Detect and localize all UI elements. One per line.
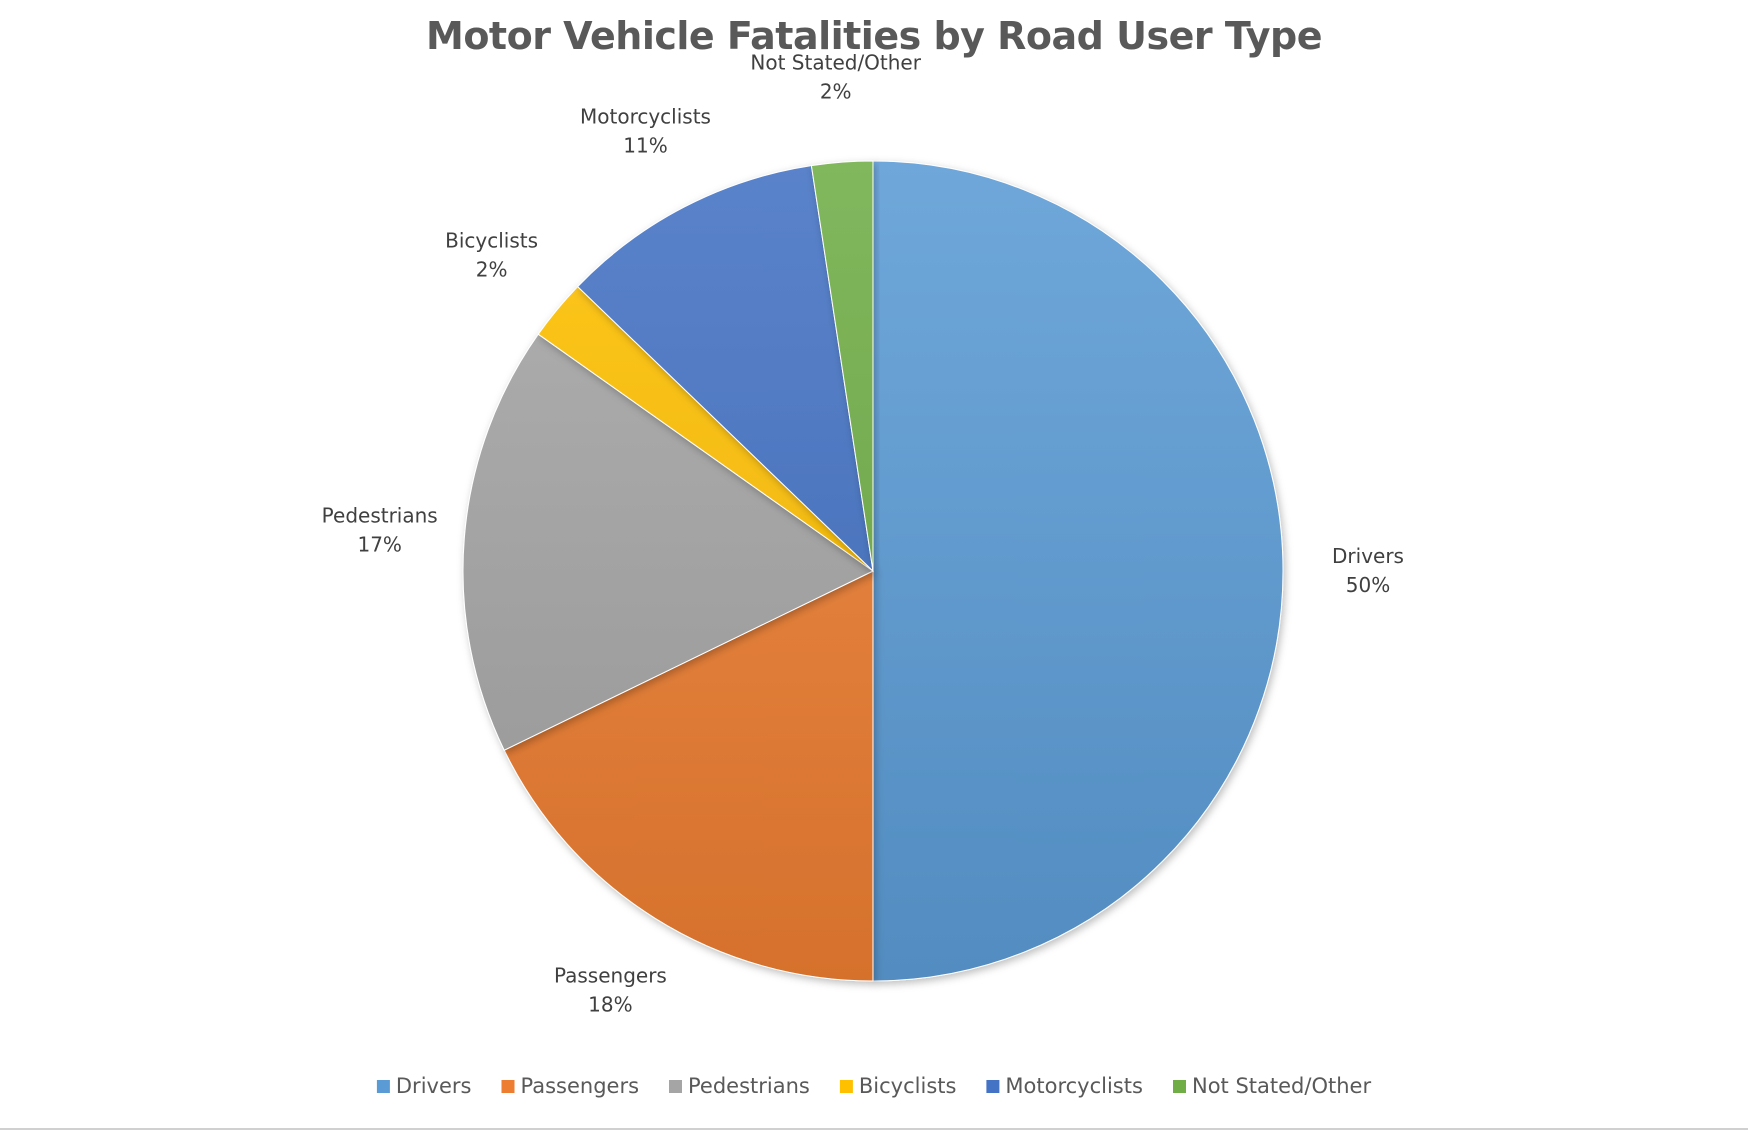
legend-item-not-stated-other: Not Stated/Other (1173, 1074, 1371, 1098)
pie-slice-drivers (872, 160, 1284, 982)
legend-label-passengers: Passengers (521, 1074, 640, 1098)
pie-slice-motorcyclists (576, 165, 874, 573)
data-label-not-stated-other: Not Stated/Other (750, 50, 921, 74)
legend-label-not-stated-other: Not Stated/Other (1192, 1074, 1371, 1098)
data-percent-pedestrians: 17% (357, 533, 401, 557)
legend-swatch-motorcyclists (986, 1080, 1000, 1093)
legend-swatch-not-stated-other (1173, 1080, 1186, 1093)
legend-label-drivers: Drivers (396, 1074, 472, 1098)
data-label-bicyclists: Bicyclists (445, 229, 538, 253)
data-label-passengers: Passengers (554, 964, 667, 988)
data-percent-bicyclists: 2% (476, 258, 508, 282)
divider (0, 1128, 1748, 1130)
data-label-pedestrians: Pedestrians (322, 504, 438, 528)
data-percent-motorcyclists: 11% (623, 133, 667, 157)
chart-title: Motor Vehicle Fatalities by Road User Ty… (426, 14, 1322, 58)
pie-slice-pedestrians (462, 333, 874, 751)
pie-slice-passengers (503, 570, 874, 982)
legend-item-bicyclists: Bicyclists (839, 1074, 957, 1098)
legend-item-motorcyclists: Motorcyclists (986, 1074, 1143, 1098)
data-percent-not-stated-other: 2% (820, 79, 852, 103)
legend-label-pedestrians: Pedestrians (688, 1074, 810, 1098)
pie-slice-not-stated-other (810, 160, 874, 572)
data-label-motorcyclists: Motorcyclists (580, 104, 711, 128)
data-label-drivers: Drivers (1332, 544, 1404, 568)
legend-swatch-drivers (376, 1080, 390, 1093)
legend-swatch-passengers (501, 1080, 515, 1093)
data-percent-drivers: 50% (1346, 573, 1390, 597)
data-percent-passengers: 18% (588, 993, 632, 1017)
legend-item-drivers: Drivers (376, 1074, 472, 1098)
legend-item-pedestrians: Pedestrians (669, 1074, 810, 1098)
legend-item-passengers: Passengers (501, 1074, 640, 1098)
legend-swatch-pedestrians (669, 1080, 682, 1093)
legend-swatch-bicyclists (839, 1080, 853, 1093)
legend-label-motorcyclists: Motorcyclists (1005, 1074, 1143, 1098)
legend-label-bicyclists: Bicyclists (859, 1074, 957, 1098)
